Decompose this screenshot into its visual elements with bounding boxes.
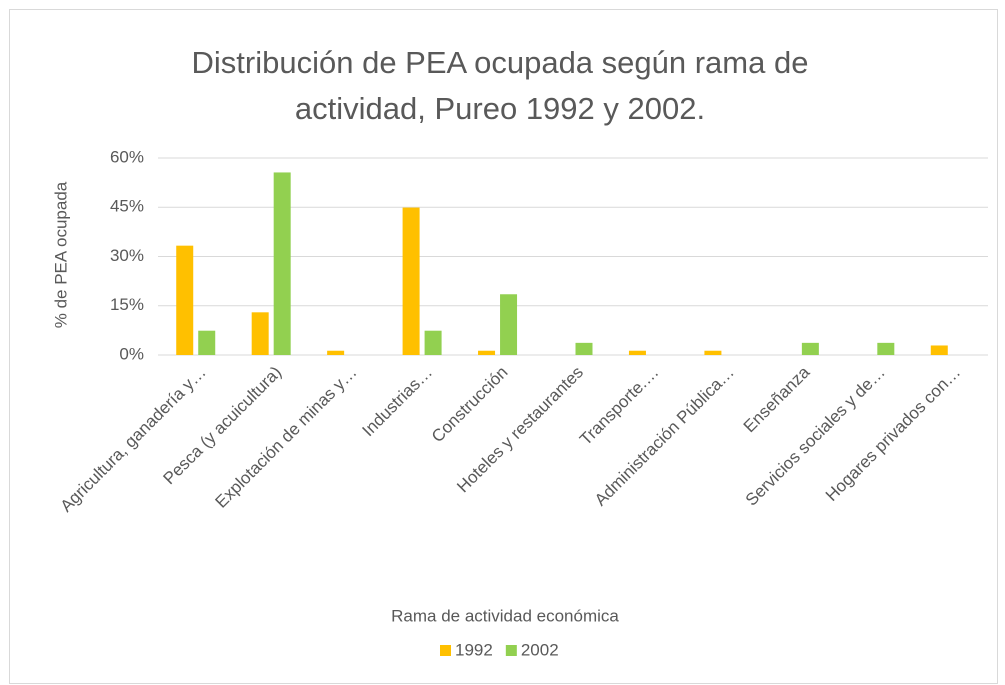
legend-swatch	[505, 645, 517, 656]
x-tick-label: Servicios sociales y de…	[742, 363, 889, 510]
y-tick-label: 0%	[119, 344, 144, 363]
bar	[801, 342, 819, 355]
y-tick-label: 15%	[110, 295, 144, 314]
x-tick-label: Hoteles y restaurantes	[453, 363, 587, 497]
x-tick-label: Enseñanza	[740, 362, 814, 436]
bar	[198, 330, 216, 355]
y-tick-label: 30%	[110, 246, 144, 265]
x-tick-label: Construcción	[428, 363, 512, 447]
bar	[500, 294, 518, 355]
y-tick-label: 45%	[110, 197, 144, 216]
bar	[273, 172, 291, 355]
bar	[327, 350, 345, 355]
y-axis-title: % de PEA ocupada	[51, 181, 70, 328]
bar	[176, 245, 194, 355]
x-tick-label: Industrias…	[359, 363, 437, 441]
bar	[251, 312, 269, 355]
x-axis-title: Rama de actividad económica	[391, 606, 619, 625]
bar	[575, 342, 593, 355]
x-tick-label: Explotación de minas y…	[212, 363, 361, 512]
bar	[478, 350, 496, 355]
bar	[930, 345, 948, 355]
bar	[877, 342, 895, 355]
bar	[424, 330, 442, 355]
chart-frame	[9, 9, 998, 684]
x-tick-label: Agricultura, ganadería y…	[57, 363, 210, 516]
bar	[628, 350, 646, 355]
legend-label: 1992	[455, 640, 493, 659]
x-tick-label: Hogares privados con…	[822, 363, 964, 505]
y-tick-label: 60%	[110, 147, 144, 166]
x-tick-label: Administración Pública…	[591, 363, 738, 510]
legend-swatch	[440, 645, 451, 656]
legend-label: 2002	[521, 640, 559, 659]
x-tick-label: Transporte.…	[576, 363, 662, 449]
chart-title: Distribución de PEA ocupada según rama d…	[191, 45, 809, 126]
bar	[704, 350, 722, 355]
bar	[402, 207, 420, 355]
